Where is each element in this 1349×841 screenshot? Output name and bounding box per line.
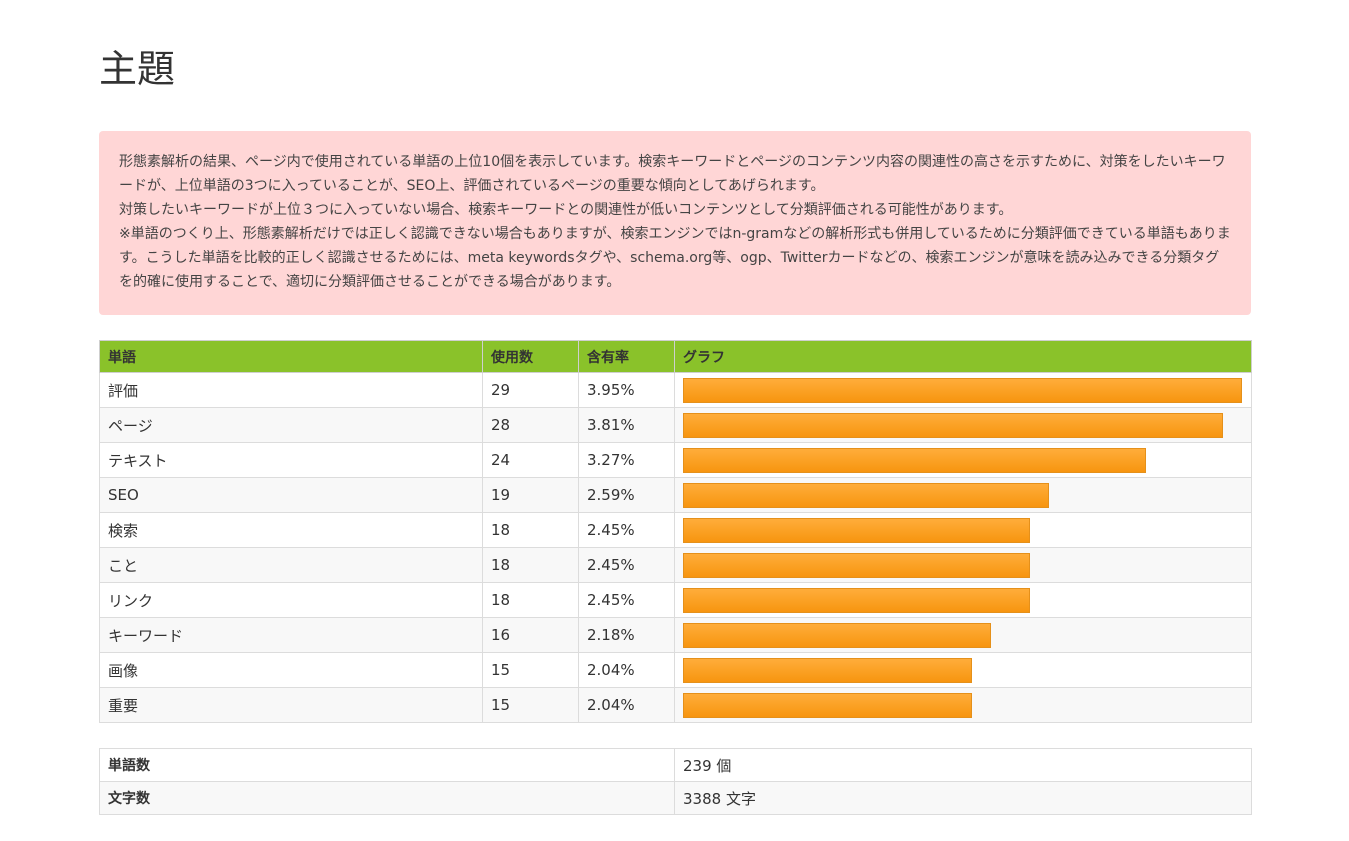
table-row: キーワード 16 2.18% xyxy=(99,617,1252,653)
column-header-count: 使用数 xyxy=(482,340,579,373)
column-header-graph: グラフ xyxy=(674,340,1252,373)
graph-cell xyxy=(674,407,1252,443)
frequency-bar xyxy=(683,552,1030,578)
table-body: 評価 29 3.95% ページ 28 3.81% テキスト 24 3.27% SEO 19 2.59%… xyxy=(99,372,1252,723)
word-cell: キーワード xyxy=(99,617,483,653)
table-header-row: 単語 使用数 含有率 グラフ xyxy=(99,340,1252,373)
word-cell: SEO xyxy=(99,477,483,513)
frequency-bar xyxy=(683,622,991,648)
graph-cell xyxy=(674,687,1252,723)
table-row: こと 18 2.45% xyxy=(99,547,1252,583)
frequency-bar xyxy=(683,412,1223,438)
notice-paragraph: ※単語のつくり上、形態素解析だけでは正しく認識できない場合もありますが、検索エン… xyxy=(119,226,1231,290)
graph-cell xyxy=(674,442,1252,478)
bar-track xyxy=(683,377,1243,403)
rate-cell: 2.45% xyxy=(578,582,675,618)
frequency-bar xyxy=(683,587,1030,613)
table-row: 検索 18 2.45% xyxy=(99,512,1252,548)
count-cell: 18 xyxy=(482,547,579,583)
rate-cell: 2.04% xyxy=(578,652,675,688)
column-header-rate: 含有率 xyxy=(578,340,675,373)
bar-track xyxy=(683,587,1243,613)
rate-cell: 3.27% xyxy=(578,442,675,478)
word-cell: リンク xyxy=(99,582,483,618)
word-cell: 画像 xyxy=(99,652,483,688)
rate-cell: 2.04% xyxy=(578,687,675,723)
graph-cell xyxy=(674,372,1252,408)
table-row: 評価 29 3.95% xyxy=(99,372,1252,408)
word-count-label: 単語数 xyxy=(99,748,675,782)
word-cell: 重要 xyxy=(99,687,483,723)
page-title: 主題 xyxy=(99,47,176,91)
word-cell: 評価 xyxy=(99,372,483,408)
rate-cell: 2.45% xyxy=(578,512,675,548)
rate-cell: 3.95% xyxy=(578,372,675,408)
word-cell: こと xyxy=(99,547,483,583)
frequency-bar xyxy=(683,482,1049,508)
bar-track xyxy=(683,622,1243,648)
summary-row-word-count: 単語数 239 個 xyxy=(99,748,1252,782)
notice-paragraph: 形態素解析の結果、ページ内で使用されている単語の上位10個を表示しています。検索… xyxy=(119,154,1226,194)
graph-cell xyxy=(674,582,1252,618)
notice-box: 形態素解析の結果、ページ内で使用されている単語の上位10個を表示しています。検索… xyxy=(99,131,1251,315)
count-cell: 18 xyxy=(482,582,579,618)
word-cell: ページ xyxy=(99,407,483,443)
count-cell: 24 xyxy=(482,442,579,478)
word-cell: 検索 xyxy=(99,512,483,548)
bar-track xyxy=(683,412,1243,438)
graph-cell xyxy=(674,617,1252,653)
rate-cell: 3.81% xyxy=(578,407,675,443)
bar-track xyxy=(683,692,1243,718)
bar-track xyxy=(683,552,1243,578)
word-frequency-table: 単語 使用数 含有率 グラフ 評価 29 3.95% ページ 28 3.81% テキスト 24… xyxy=(99,340,1252,723)
frequency-bar xyxy=(683,447,1146,473)
graph-cell xyxy=(674,477,1252,513)
table-row: 重要 15 2.04% xyxy=(99,687,1252,723)
frequency-bar xyxy=(683,657,972,683)
bar-track xyxy=(683,447,1243,473)
word-count-value: 239 個 xyxy=(674,748,1252,782)
count-cell: 28 xyxy=(482,407,579,443)
bar-track xyxy=(683,482,1243,508)
rate-cell: 2.18% xyxy=(578,617,675,653)
table-row: テキスト 24 3.27% xyxy=(99,442,1252,478)
count-cell: 15 xyxy=(482,652,579,688)
char-count-value: 3388 文字 xyxy=(674,781,1252,815)
frequency-bar xyxy=(683,377,1242,403)
char-count-label: 文字数 xyxy=(99,781,675,815)
table-row: 画像 15 2.04% xyxy=(99,652,1252,688)
count-cell: 16 xyxy=(482,617,579,653)
rate-cell: 2.45% xyxy=(578,547,675,583)
graph-cell xyxy=(674,512,1252,548)
frequency-bar xyxy=(683,692,972,718)
count-cell: 15 xyxy=(482,687,579,723)
table-row: リンク 18 2.45% xyxy=(99,582,1252,618)
column-header-word: 単語 xyxy=(99,340,483,373)
word-cell: テキスト xyxy=(99,442,483,478)
table-row: ページ 28 3.81% xyxy=(99,407,1252,443)
count-cell: 18 xyxy=(482,512,579,548)
table-row: SEO 19 2.59% xyxy=(99,477,1252,513)
summary-table: 単語数 239 個 文字数 3388 文字 xyxy=(99,748,1252,815)
graph-cell xyxy=(674,547,1252,583)
rate-cell: 2.59% xyxy=(578,477,675,513)
count-cell: 19 xyxy=(482,477,579,513)
bar-track xyxy=(683,517,1243,543)
notice-paragraph: 対策したいキーワードが上位３つに入っていない場合、検索キーワードとの関連性が低い… xyxy=(119,202,1013,218)
graph-cell xyxy=(674,652,1252,688)
bar-track xyxy=(683,657,1243,683)
count-cell: 29 xyxy=(482,372,579,408)
frequency-bar xyxy=(683,517,1030,543)
summary-row-char-count: 文字数 3388 文字 xyxy=(99,781,1252,815)
